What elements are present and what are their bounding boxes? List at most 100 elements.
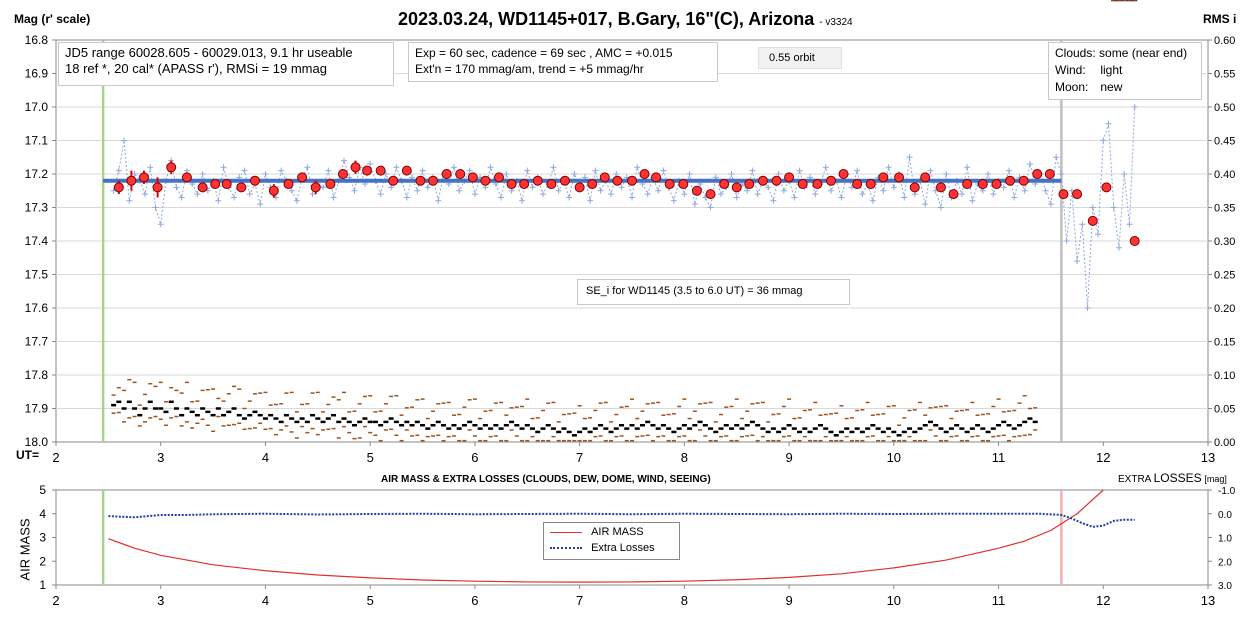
y-tick-label: 17.3 <box>25 201 49 215</box>
raw-data-point <box>1026 160 1033 167</box>
bottom-series <box>108 489 1135 583</box>
binned-point <box>651 172 662 183</box>
airmass-tick-label: 4 <box>39 507 46 521</box>
binned-point <box>948 189 959 200</box>
raw-data-point <box>309 191 316 198</box>
raw-data-point <box>791 194 798 201</box>
binned-point <box>297 172 308 183</box>
left-axis-title: Mag (r' scale) <box>14 12 91 26</box>
airmass-axis-title: AIR MASS <box>17 518 33 581</box>
raw-data-point <box>670 197 677 204</box>
binned-point <box>236 182 247 193</box>
y2-tick-label: 0.45 <box>1214 136 1235 148</box>
binned-point <box>678 179 689 190</box>
x-tick-label: 5 <box>367 450 374 465</box>
conditions-note: Clouds: some (near end) Wind: light Moon… <box>1048 42 1202 100</box>
clouds-row: Clouds: some (near end) <box>1055 45 1195 62</box>
y-tick-label: 17.9 <box>25 402 49 416</box>
raw-data-point <box>1074 258 1081 265</box>
binned-point <box>920 172 931 183</box>
binned-point <box>691 185 702 196</box>
y-tick-label: 17.5 <box>25 268 49 282</box>
y2-tick-label: 0.55 <box>1214 69 1235 81</box>
binned-point <box>771 175 782 186</box>
binned-point <box>138 172 149 183</box>
binned-point <box>362 165 373 176</box>
wind-label: Wind: <box>1055 63 1086 77</box>
binned-point <box>1058 189 1069 200</box>
y2-tick-label: 0.25 <box>1214 270 1235 282</box>
binned-point <box>467 172 478 183</box>
raw-data-point <box>1131 104 1138 110</box>
bottom-x-tick-label: 4 <box>262 593 269 608</box>
raw-data-point <box>749 167 756 174</box>
binned-point <box>599 172 610 183</box>
se-note: SE_i for WD1145 (3.5 to 6.0 UT) = 36 mma… <box>577 279 850 305</box>
bottom-x-tick-label: 10 <box>887 593 901 608</box>
raw-data-point <box>869 197 876 204</box>
legend-extra-label: Extra Losses <box>591 542 655 554</box>
x-tick-label: 2 <box>52 450 59 465</box>
raw-data-point <box>618 184 625 191</box>
binned-point <box>197 182 208 193</box>
raw-data-point <box>691 201 698 208</box>
binned-point <box>428 175 439 186</box>
raw-data-point <box>178 194 185 201</box>
rms-series <box>111 0 1138 442</box>
binned-point <box>574 182 585 193</box>
raw-data-point <box>770 197 777 204</box>
raw-data-point <box>126 197 133 204</box>
raw-data-point <box>341 157 347 164</box>
x-tick-label: 4 <box>262 450 269 465</box>
raw-data-point <box>660 167 667 174</box>
binned-point <box>812 179 823 190</box>
raw-data-point <box>304 164 311 171</box>
binned-point <box>415 175 426 186</box>
raw-data-point <box>901 194 908 201</box>
binned-point <box>744 179 755 190</box>
raw-data-point <box>1084 305 1091 311</box>
raw-data-point <box>419 167 426 174</box>
raw-data-point <box>964 164 971 171</box>
raw-data-point <box>571 171 578 177</box>
top-axes: 16.8 16.9 17.0 17.1 17.2 17.3 17.4 17.5 17.6 17.7… <box>25 33 1236 465</box>
y-tick-label: 17.2 <box>25 167 49 181</box>
raw-data-point <box>1058 171 1065 177</box>
raw-data-point <box>943 171 950 177</box>
binned-point <box>350 162 361 173</box>
x-tick-label: 13 <box>1201 450 1215 465</box>
raw-data-point <box>1011 194 1018 201</box>
y2-tick-label: 0.30 <box>1214 236 1235 248</box>
y2-tick-label: 0.00 <box>1214 437 1235 449</box>
raw-data-point <box>1095 231 1102 238</box>
y2-tick-label: 0.35 <box>1214 203 1235 215</box>
raw-data-point <box>644 191 651 198</box>
y-tick-label: 17.7 <box>25 335 49 349</box>
raw-data-point <box>529 184 536 191</box>
bottom-x-tick-label: 7 <box>576 593 583 608</box>
jd-range-text: JD5 range 60028.605 - 60029.013, 9.1 hr … <box>65 45 353 60</box>
airmass-tick-label: 2 <box>39 554 46 568</box>
binned-point <box>388 175 399 186</box>
raw-data-point <box>215 197 222 204</box>
binned-point <box>719 179 730 190</box>
top-plot-frame <box>55 39 1209 443</box>
raw-data-point <box>377 191 384 198</box>
binned-point <box>639 169 650 179</box>
raw-data-point <box>812 191 819 198</box>
raw-data-point <box>142 191 149 198</box>
binned-point <box>210 179 221 190</box>
binned-point <box>1018 175 1029 186</box>
raw-data-point <box>388 184 395 191</box>
x-tick-label: 8 <box>681 450 688 465</box>
bottom-x-tick-label: 12 <box>1096 593 1110 608</box>
raw-data-point <box>131 171 138 177</box>
raw-data-point <box>115 167 122 174</box>
binned-point <box>612 175 623 186</box>
raw-data-point <box>1063 238 1070 244</box>
binned-point <box>878 172 889 183</box>
binned-point <box>1101 182 1112 193</box>
extra-losses-tick-label: -1.0 <box>1218 486 1236 497</box>
y-tick-label: 16.9 <box>25 67 49 81</box>
binned-point <box>991 179 1002 190</box>
